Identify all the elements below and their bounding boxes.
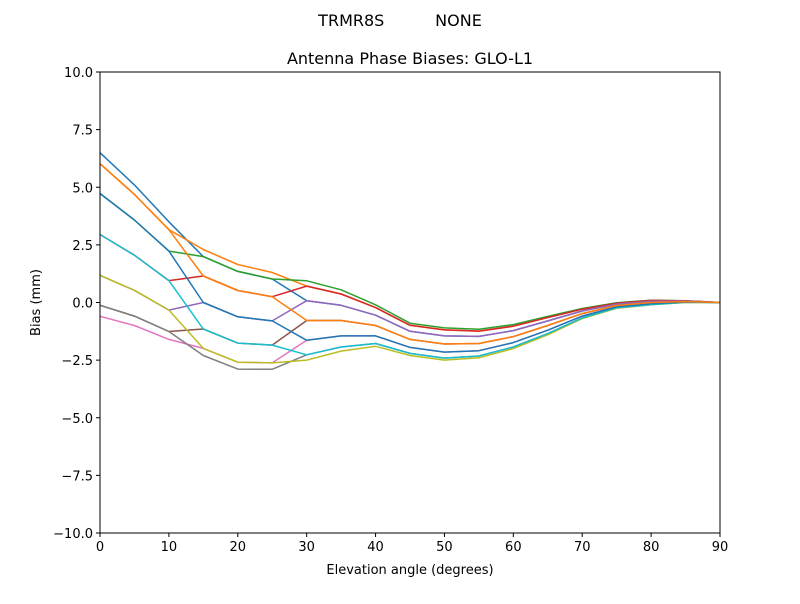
series-line	[99, 192, 721, 353]
y-tick-label: 0.0	[72, 297, 93, 312]
x-tick-label: 90	[712, 540, 729, 555]
x-tick-label: 50	[436, 540, 453, 555]
x-tick-label: 20	[230, 540, 247, 555]
y-axis-label: Bias (mm)	[29, 269, 44, 336]
figure-suptitle: TRMR8S NONE	[317, 11, 482, 30]
x-tick-label: 0	[96, 540, 104, 555]
series-line	[99, 152, 721, 338]
y-tick-label: −7.5	[61, 469, 93, 484]
x-axis-ticks: 0 10 20 30 40 50 60 70 80 90	[96, 533, 728, 555]
x-tick-label: 80	[643, 540, 660, 555]
series-line	[99, 301, 721, 371]
x-tick-label: 60	[505, 540, 522, 555]
x-axis-label: Elevation angle (degrees)	[326, 563, 493, 578]
y-tick-label: −2.5	[61, 354, 93, 369]
series-lines	[99, 152, 721, 371]
y-tick-label: −10.0	[53, 527, 93, 542]
y-tick-label: 5.0	[72, 181, 93, 196]
y-tick-label: 2.5	[72, 239, 93, 254]
x-tick-label: 40	[367, 540, 384, 555]
chart-title: Antenna Phase Biases: GLO-L1	[287, 49, 533, 68]
series-line	[99, 233, 721, 332]
x-tick-label: 70	[574, 540, 591, 555]
x-tick-label: 10	[161, 540, 178, 555]
y-axis-ticks: −10.0 −7.5 −5.0 −2.5 0.0 2.5 5.0 7.5 10.0	[53, 66, 100, 542]
y-tick-label: −5.0	[61, 412, 93, 427]
x-tick-label: 30	[298, 540, 315, 555]
series-line	[99, 233, 721, 359]
y-tick-label: 10.0	[64, 66, 93, 81]
series-line	[99, 163, 721, 345]
y-tick-label: 7.5	[72, 124, 93, 139]
